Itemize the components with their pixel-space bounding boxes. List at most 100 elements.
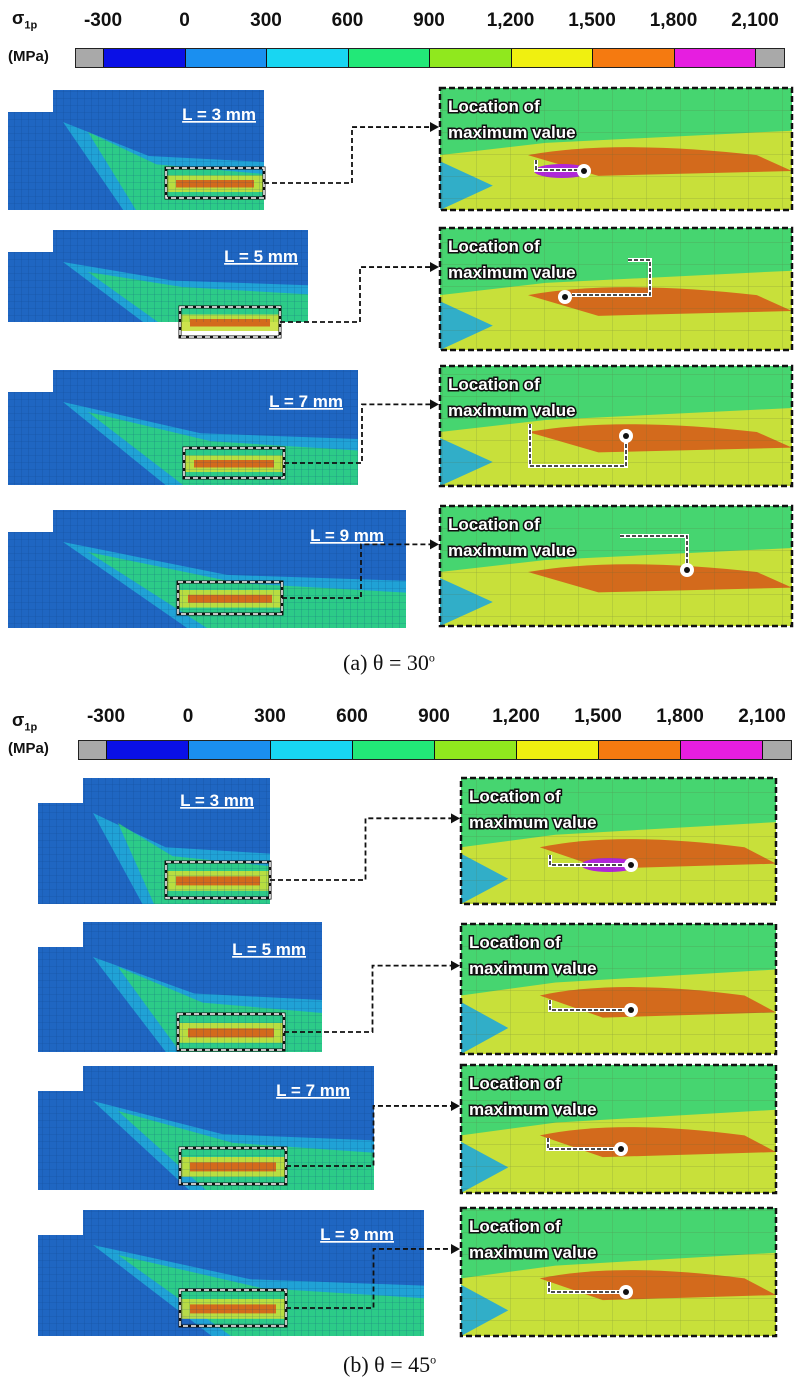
arrow-head xyxy=(451,1100,460,1111)
zoom-panel-border xyxy=(459,776,778,906)
colorbar-tick-label: 1,200 xyxy=(486,10,535,31)
connector-arrow xyxy=(264,126,436,184)
colorbar-segment xyxy=(674,49,756,67)
connector-arrow xyxy=(286,1105,457,1167)
zoom-mesh xyxy=(440,228,792,350)
zoom-label-line2: maximum value xyxy=(448,401,576,420)
result-row: L = 5 mm Location of maximum value xyxy=(8,226,794,352)
caption-b: (b) θ = 45o xyxy=(343,1352,437,1377)
length-label: L = 5 mm xyxy=(232,940,306,959)
colorbar-segment xyxy=(435,741,517,759)
zoom-mesh xyxy=(461,778,776,904)
max-pointer xyxy=(572,259,651,296)
colorbar-segment xyxy=(599,741,681,759)
colorbar-tick-label: 1,800 xyxy=(649,10,698,31)
colorbar-tick-label: 900 xyxy=(413,10,445,31)
colorbar-tick-label: 2,100 xyxy=(738,706,786,727)
arrow-head xyxy=(430,122,439,133)
colorbar-segment xyxy=(189,741,271,759)
colorbar-tick-label: 1,500 xyxy=(568,10,616,31)
zoom-mesh xyxy=(461,1208,776,1336)
colorbar-end-low xyxy=(79,741,107,759)
zoom-mesh xyxy=(461,1065,776,1193)
length-label: L = 9 mm xyxy=(320,1225,394,1244)
zoom-label-line1: Location of xyxy=(469,933,561,952)
max-pointer xyxy=(549,855,625,866)
max-value-dot xyxy=(623,1289,629,1295)
max-value-dot xyxy=(623,433,629,439)
connector-arrow xyxy=(270,817,457,881)
connector-arrow xyxy=(280,266,436,323)
length-label: L = 5 mm xyxy=(224,247,298,266)
colorbar-segment xyxy=(348,49,430,67)
colorbar-tick-label: -300 xyxy=(86,706,126,727)
result-row: L = 5 mm Location of maximum value xyxy=(38,922,778,1056)
zoom-panel-border xyxy=(438,504,794,628)
zoom-label-line1: Location of xyxy=(469,787,561,806)
colorbar-segment xyxy=(353,741,435,759)
max-value-dot xyxy=(684,567,690,573)
colorbar-tick-label: 300 xyxy=(250,10,282,31)
colorbar-segment xyxy=(267,49,349,67)
arrow-head xyxy=(451,960,460,971)
colorbar-tick-label: 2,100 xyxy=(731,10,779,31)
zoom-label-line2: maximum value xyxy=(469,1243,597,1262)
max-pointer xyxy=(620,535,688,564)
colorbar-tick-label: 600 xyxy=(336,706,368,727)
colorbar-segment xyxy=(271,741,353,759)
fe-mesh xyxy=(38,778,270,904)
zoom-panel-border xyxy=(459,1206,778,1338)
zoom-label-line2: maximum value xyxy=(448,123,576,142)
colorbar-segment xyxy=(107,741,189,759)
length-label: L = 3 mm xyxy=(180,791,254,810)
colorbar-segment xyxy=(593,49,675,67)
zoom-mesh xyxy=(440,88,792,210)
zoom-label-line2: maximum value xyxy=(448,263,576,282)
colorbar-segment xyxy=(511,49,593,67)
arrow-head xyxy=(451,1243,460,1254)
fe-mesh xyxy=(38,922,322,1052)
max-pointer xyxy=(547,1138,615,1150)
sigma-label-a: σ1p xyxy=(12,8,38,32)
zoom-label-line1: Location of xyxy=(448,515,540,534)
colorbar-tick-label: 1,200 xyxy=(492,706,540,727)
unit-label-a: (MPa) xyxy=(8,48,49,65)
result-row: L = 7 mm Location of maximum value xyxy=(38,1063,778,1195)
colorbar-segment xyxy=(104,49,186,67)
zoom-label-line2: maximum value xyxy=(469,1100,597,1119)
colorbar-segment xyxy=(185,49,267,67)
zoom-label-line2: maximum value xyxy=(469,959,597,978)
length-label: L = 3 mm xyxy=(182,105,256,124)
length-label: L = 7 mm xyxy=(276,1081,350,1100)
max-value-dot xyxy=(581,168,587,174)
zoom-label-line1: Location of xyxy=(448,97,540,116)
arrow-head xyxy=(451,813,460,824)
result-row: L = 9 mm Location of maximum value xyxy=(8,504,794,628)
result-row: L = 3 mm Location of maximum value xyxy=(8,86,794,212)
fe-mesh xyxy=(8,230,308,322)
result-row: L = 3 mm Location of maximum value xyxy=(38,776,778,906)
zoom-label-line1: Location of xyxy=(448,237,540,256)
colorbar-tick-label: -300 xyxy=(83,10,123,31)
length-label: L = 9 mm xyxy=(310,526,384,545)
colorbar-end-high xyxy=(756,49,784,67)
colorbar-end-low xyxy=(76,49,104,67)
max-pointer xyxy=(549,1000,625,1011)
connector-arrow xyxy=(286,1248,457,1309)
colorbar-end-high xyxy=(763,741,791,759)
colorbar-tick-label: 0 xyxy=(179,10,190,31)
result-row: L = 9 mm Location of maximum value xyxy=(38,1206,778,1338)
zoom-mesh xyxy=(440,506,792,626)
zoom-panel-border xyxy=(459,1063,778,1195)
zoom-label-line1: Location of xyxy=(469,1074,561,1093)
zoom-label-line2: maximum value xyxy=(469,813,597,832)
max-pointer xyxy=(548,1282,620,1293)
max-value-dot xyxy=(628,1007,634,1013)
colorbar-segment xyxy=(681,741,763,759)
colorbar-strip-b xyxy=(78,740,792,760)
zoom-label-line1: Location of xyxy=(448,375,540,394)
fe-mesh xyxy=(38,1066,374,1190)
colorbar-tick-label: 900 xyxy=(418,706,450,727)
zoom-panel-border xyxy=(438,226,794,352)
